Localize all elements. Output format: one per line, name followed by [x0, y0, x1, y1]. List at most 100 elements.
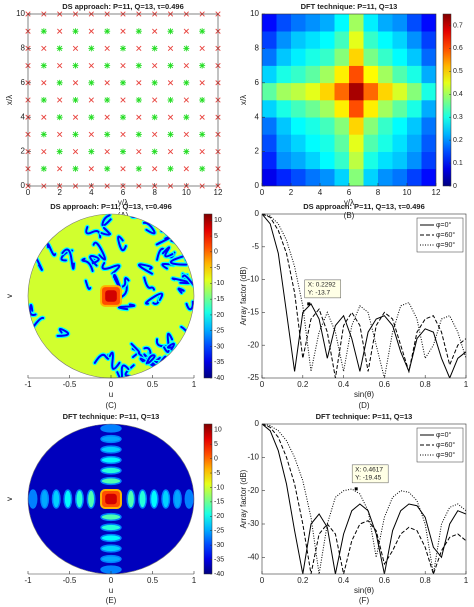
colorbar-tick-label: -20	[214, 513, 224, 520]
element-off	[72, 148, 79, 155]
heat-cell	[291, 117, 306, 135]
element-on	[135, 28, 142, 35]
element-off	[152, 28, 158, 34]
pattern-swirl	[175, 219, 189, 240]
pattern-swirl	[61, 248, 75, 270]
pattern-swirl	[84, 279, 92, 290]
heat-cell	[363, 48, 379, 66]
element-on	[167, 97, 174, 103]
marker-stroke	[72, 148, 79, 155]
pattern-swirl	[177, 287, 185, 294]
x-tick-label: 10	[403, 188, 412, 197]
datatip-point	[307, 302, 311, 306]
heat-cell	[320, 117, 335, 135]
element-on	[199, 131, 206, 138]
marker-stroke	[152, 28, 158, 34]
element-on	[199, 165, 206, 172]
heat-cell	[392, 14, 408, 32]
heat-cell	[334, 100, 350, 118]
element-off	[104, 80, 110, 86]
marker-stroke	[104, 114, 110, 120]
heat-cell	[276, 82, 292, 101]
heat-cell	[392, 168, 408, 186]
heat-cell	[363, 168, 379, 186]
x-tick-label: 0.8	[420, 576, 432, 585]
element-on	[151, 148, 158, 155]
heat-cell	[305, 134, 321, 152]
x-tick-label: 10	[182, 188, 191, 197]
heat-cell	[262, 151, 277, 170]
element-off	[167, 114, 174, 120]
heat-cell	[262, 31, 277, 49]
heat-cell	[378, 117, 393, 135]
heat-cell	[421, 65, 436, 84]
pattern-swirl	[39, 214, 51, 218]
pattern-swirl	[171, 277, 191, 285]
x-tick-label: 0	[260, 188, 265, 197]
element-off	[183, 62, 189, 69]
pattern-swirl	[183, 244, 194, 263]
marker-stroke	[152, 97, 158, 103]
series-line	[262, 214, 466, 378]
element-off	[72, 114, 79, 120]
pattern-lobe	[126, 489, 136, 509]
y-tick-label: -15	[247, 308, 259, 317]
heat-cell	[305, 168, 321, 186]
heat-cell	[407, 14, 422, 32]
heat-cell	[276, 14, 292, 32]
heat-cell	[262, 82, 277, 101]
legend-label: φ=60°	[436, 441, 455, 449]
marker-stroke	[167, 148, 174, 155]
element-off	[120, 131, 126, 138]
x-tick-label: 8	[376, 188, 381, 197]
y-axis-label: x/λ	[239, 95, 248, 105]
heat-cell	[349, 82, 364, 101]
marker-stroke	[120, 28, 126, 34]
plot-area	[28, 214, 194, 378]
marker-stroke	[183, 131, 189, 138]
pattern-lobe	[100, 424, 122, 433]
pattern-swirl	[51, 216, 69, 231]
marker-stroke	[41, 80, 47, 86]
marker-stroke	[199, 148, 205, 155]
x-axis-label: sin(θ)	[354, 390, 374, 399]
x-tick-label: 12	[214, 188, 223, 197]
pattern-lobe	[100, 512, 122, 522]
x-tick-label: 0.8	[420, 380, 432, 389]
pattern-swirl	[145, 292, 164, 305]
pattern-swirl	[130, 342, 150, 363]
heat-cell	[320, 14, 335, 32]
element-on	[88, 148, 95, 155]
datatip-text: X: 0.4617	[355, 467, 383, 474]
element-on	[88, 114, 95, 121]
pattern-lobe	[74, 489, 84, 509]
heat-cell	[349, 100, 364, 118]
panel-caption: (F)	[359, 596, 370, 605]
pattern-swirl	[117, 303, 136, 311]
marker-stroke	[199, 45, 205, 52]
series-line	[262, 214, 466, 378]
chart-title: DFT technique: P=11, Q=13	[63, 412, 160, 421]
heat-cell	[378, 134, 393, 152]
element-on	[183, 45, 190, 52]
marker-stroke	[120, 166, 126, 172]
x-tick-label: 0	[260, 576, 265, 585]
heat-cell	[320, 151, 335, 170]
marker-stroke	[120, 131, 126, 138]
heat-cell	[363, 134, 379, 152]
element-on	[104, 62, 111, 69]
pattern-lobe	[100, 455, 122, 465]
marker-stroke	[57, 131, 63, 138]
element-on	[104, 165, 111, 172]
marker-stroke	[136, 45, 142, 52]
heat-cell	[305, 82, 321, 101]
element-off	[72, 45, 79, 52]
element-on	[167, 165, 174, 172]
colorbar-tick-label: 0.5	[453, 68, 463, 75]
element-on	[199, 97, 206, 103]
heat-cell	[407, 82, 422, 101]
heat-cell	[262, 100, 277, 118]
heat-cell	[291, 168, 306, 186]
colorbar	[203, 423, 213, 575]
